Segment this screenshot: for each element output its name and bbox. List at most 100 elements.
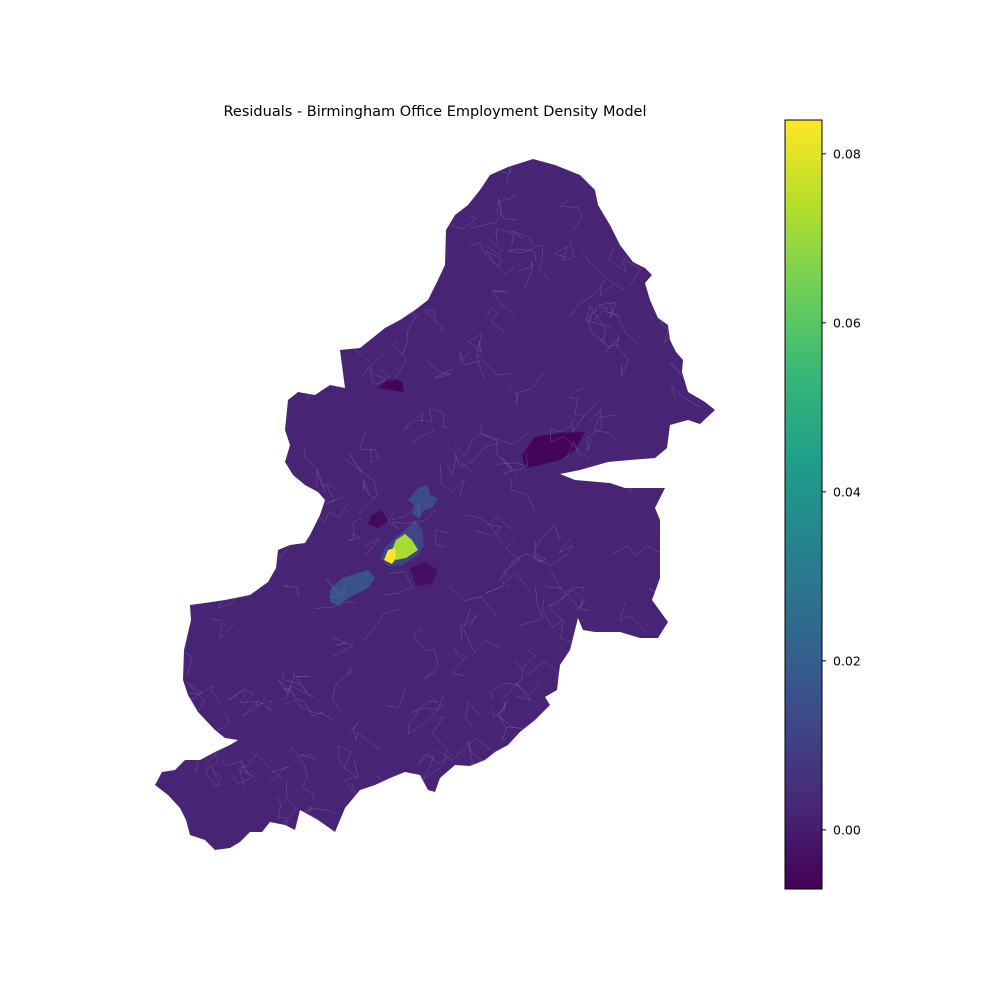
boundary-line	[644, 192, 692, 221]
boundary-line	[615, 640, 683, 664]
boundary-line	[624, 732, 650, 767]
boundary-line	[289, 488, 300, 498]
boundary-line	[326, 202, 356, 225]
boundary-line	[459, 164, 478, 182]
boundary-line	[193, 416, 244, 469]
northeast-low-patch	[522, 432, 585, 468]
southwest-medium-strip	[330, 570, 375, 605]
boundary-line	[666, 586, 695, 608]
boundary-line	[299, 754, 316, 762]
boundary-line	[671, 385, 702, 409]
boundary-line	[544, 570, 562, 589]
boundary-line	[568, 280, 615, 318]
boundary-line	[703, 653, 715, 677]
boundary-line	[445, 457, 474, 476]
boundary-line	[282, 670, 315, 697]
boundary-line	[587, 409, 602, 451]
boundary-line	[485, 250, 502, 268]
boundary-line	[500, 648, 536, 702]
boundary-line	[550, 425, 580, 451]
boundary-line	[283, 687, 325, 715]
boundary-line	[571, 688, 588, 703]
boundary-line	[455, 433, 528, 457]
colorbar-ticks: 0.00 0.02 0.04 0.06 0.08	[822, 146, 861, 837]
boundary-line	[451, 648, 467, 676]
boundary-line	[277, 496, 307, 523]
boundary-line	[468, 759, 516, 796]
boundary-line	[443, 812, 459, 821]
boundary-line	[675, 497, 714, 505]
boundary-line	[507, 371, 545, 404]
boundary-line	[288, 745, 315, 799]
boundary-line	[325, 578, 347, 601]
boundary-line	[221, 758, 250, 775]
boundary-line	[519, 586, 544, 626]
boundary-line	[548, 586, 573, 607]
boundary-line	[580, 250, 626, 291]
boundary-line	[616, 335, 629, 378]
boundary-line	[708, 257, 715, 284]
colorbar-tick-label: 0.02	[833, 653, 861, 668]
boundary-line	[281, 779, 297, 825]
boundary-line	[234, 262, 260, 290]
boundary-line	[282, 335, 306, 380]
boundary-line	[311, 503, 348, 522]
boundary-line	[467, 333, 485, 353]
boundary-line	[533, 538, 574, 566]
boundary-line	[218, 526, 277, 552]
boundary-line	[431, 716, 447, 764]
boundary-line	[204, 750, 221, 786]
boundary-line	[435, 529, 450, 548]
boundary-line	[591, 634, 622, 664]
boundary-line	[367, 171, 423, 199]
boundary-line	[653, 844, 684, 850]
boundary-line	[195, 482, 216, 510]
boundary-line	[214, 173, 262, 195]
colorbar-tick-label: 0.08	[833, 146, 861, 161]
boundary-line	[582, 809, 611, 832]
residual-patches	[330, 378, 585, 605]
boundary-line	[247, 262, 272, 288]
boundary-line	[568, 777, 586, 826]
boundary-line	[486, 308, 506, 334]
boundary-line	[486, 237, 504, 256]
boundary-line	[304, 446, 325, 488]
boundary-line	[417, 407, 450, 429]
boundary-line	[238, 753, 284, 781]
boundary-line	[278, 375, 307, 389]
boundary-line	[210, 618, 237, 639]
boundary-line	[283, 585, 299, 597]
boundary-line	[353, 258, 381, 281]
boundary-line	[703, 586, 715, 615]
boundary-line	[185, 363, 211, 391]
boundary-line	[156, 459, 199, 488]
boundary-line	[278, 280, 304, 298]
boundary-line	[391, 502, 419, 520]
northern-medium-arm	[408, 485, 438, 518]
boundary-line	[449, 585, 497, 617]
boundary-line	[574, 696, 598, 738]
boundary-line	[499, 193, 518, 220]
boundary-line	[538, 246, 552, 283]
boundary-line	[214, 230, 230, 254]
boundary-line	[571, 402, 598, 433]
boundary-line	[485, 580, 510, 594]
boundary-line	[553, 241, 575, 262]
southern-slightly-low	[410, 562, 438, 586]
high-residual-green	[392, 534, 418, 560]
boundary-line	[384, 570, 413, 596]
boundary-line	[387, 509, 437, 529]
boundary-line	[349, 721, 382, 751]
boundary-line	[358, 479, 377, 515]
boundary-line	[228, 687, 255, 708]
boundary-line	[593, 414, 620, 443]
boundary-line	[514, 818, 530, 832]
boundary-line	[491, 290, 515, 318]
boundary-line	[401, 243, 435, 276]
boundary-line	[657, 581, 676, 607]
boundary-line	[594, 301, 617, 320]
boundary-line	[619, 602, 647, 633]
colorbar-tick-label: 0.06	[833, 315, 861, 330]
boundary-line	[331, 637, 355, 657]
